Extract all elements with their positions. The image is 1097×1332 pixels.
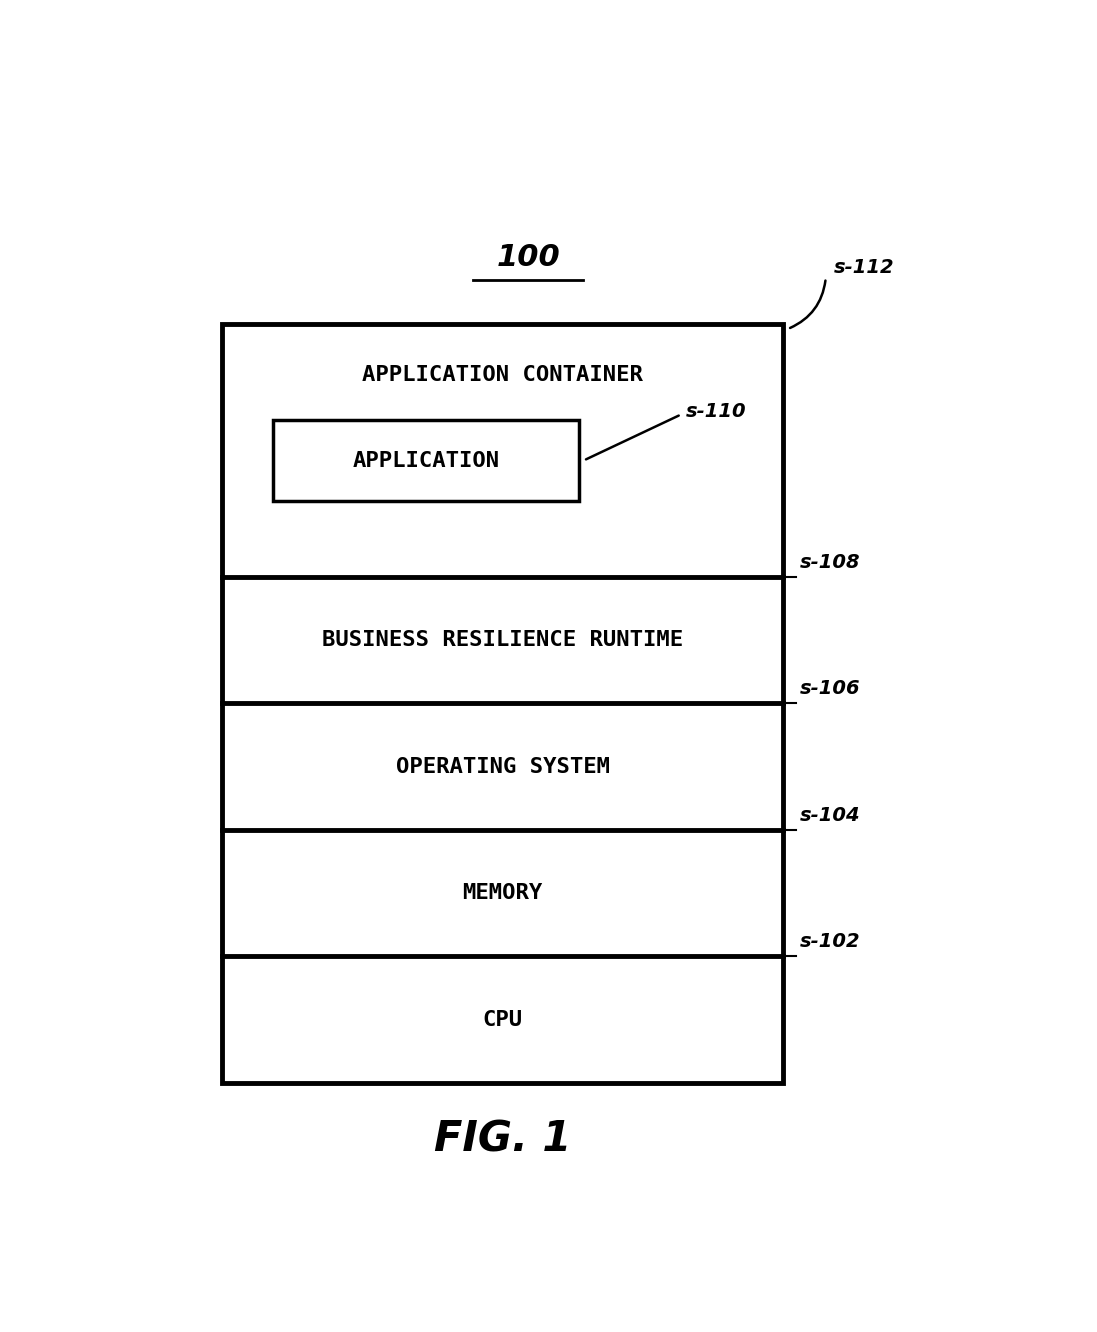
Text: s-104: s-104 [801,806,861,825]
Text: FIG. 1: FIG. 1 [434,1119,572,1160]
Text: APPLICATION: APPLICATION [352,450,500,470]
Text: APPLICATION CONTAINER: APPLICATION CONTAINER [362,365,643,385]
Text: BUSINESS RESILIENCE RUNTIME: BUSINESS RESILIENCE RUNTIME [323,630,683,650]
Text: s-110: s-110 [686,402,746,421]
Text: MEMORY: MEMORY [463,883,543,903]
Text: s-108: s-108 [801,553,861,571]
Text: OPERATING SYSTEM: OPERATING SYSTEM [396,757,610,777]
Text: s-106: s-106 [801,679,861,698]
Bar [222,324,783,1083]
Bar [273,420,579,501]
Text: s-112: s-112 [835,258,895,277]
Text: s-102: s-102 [801,932,861,951]
Text: CPU: CPU [483,1010,523,1030]
Text: 100: 100 [496,242,561,272]
